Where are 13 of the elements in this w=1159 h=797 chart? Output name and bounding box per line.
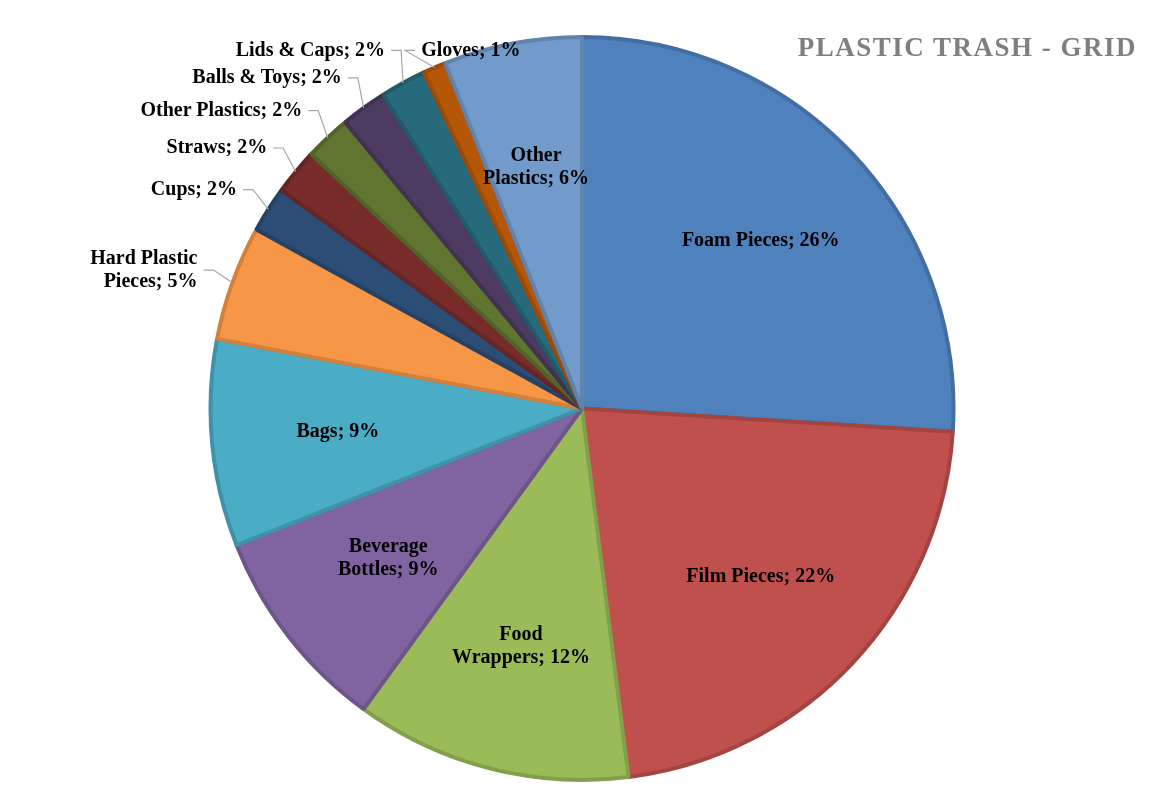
slice-label: Gloves; 1% [421,37,521,60]
slice-label: Straws; 2% [166,135,268,158]
slice-label: Other Plastics; 2% [140,97,303,120]
slice-label: Bags; 9% [296,418,380,442]
slice-label: Cups; 2% [150,176,237,200]
slice-label: Food Wrappers; 12% [452,621,591,668]
slice-label: Beverage Bottles; 9% [337,534,439,580]
chart-title: PLASTIC TRASH - GRID [797,32,1137,63]
slice-label: Foam Pieces; 26% [681,227,840,250]
slice-label: Hard Plastic Pieces; 5% [90,245,198,291]
slice-label: Balls & Toys; 2% [192,65,342,89]
slice-label: Film Pieces; 22% [686,563,836,586]
slice-label: Lids & Caps; 2% [235,37,386,61]
